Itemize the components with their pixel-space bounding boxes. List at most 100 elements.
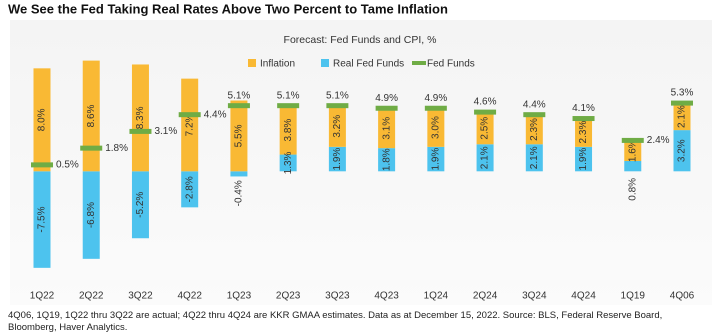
data-label: 5.1% <box>228 90 251 101</box>
data-label: -5.2% <box>135 192 146 218</box>
data-label: 2.1% <box>529 146 540 169</box>
bar <box>378 148 396 172</box>
data-label: 5.5% <box>234 124 245 147</box>
bar <box>33 68 51 172</box>
data-label: 2.3% <box>578 121 589 144</box>
plot-background <box>10 20 712 305</box>
bar <box>279 154 297 172</box>
bar <box>328 105 346 147</box>
x-tick-label: 1Q19 <box>621 291 646 302</box>
data-label: 4.6% <box>474 97 497 108</box>
marker <box>424 105 447 111</box>
data-label: -0.4% <box>234 180 245 206</box>
bar <box>427 108 445 147</box>
x-tick-label: 4Q06 <box>670 291 695 302</box>
x-tick-label: 2Q24 <box>473 291 498 302</box>
data-label: -7.5% <box>37 206 48 232</box>
marker <box>474 109 497 115</box>
data-label: 1.3% <box>283 151 294 174</box>
marker <box>227 103 250 109</box>
marker <box>326 103 349 109</box>
data-label: 4.4% <box>204 109 227 120</box>
x-tick-label: 4Q23 <box>374 291 399 302</box>
legend-swatch <box>321 59 329 67</box>
bar <box>131 64 149 172</box>
x-tick-label: 3Q23 <box>325 291 350 302</box>
data-label: 5.3% <box>671 88 694 99</box>
bar <box>575 117 593 147</box>
marker <box>671 100 693 106</box>
data-label: 3.2% <box>332 115 343 138</box>
data-label: 1.6% <box>627 139 638 162</box>
x-tick-label: 2Q22 <box>79 291 104 302</box>
data-label: 2.1% <box>677 105 688 128</box>
bar <box>525 114 543 145</box>
bar <box>673 130 691 172</box>
marker <box>277 103 300 109</box>
marker <box>80 145 103 151</box>
data-label: 0.8% <box>627 178 638 201</box>
footnote: 4Q06, 1Q19, 1Q22 thru 3Q22 are actual; 4… <box>8 310 663 333</box>
bar <box>673 103 691 131</box>
bar <box>82 60 100 172</box>
bar <box>378 108 396 149</box>
data-label: 1.8% <box>381 148 392 171</box>
bar <box>624 140 642 162</box>
marker <box>523 112 546 118</box>
bar <box>476 112 494 145</box>
legend-label: Fed Funds <box>427 59 475 70</box>
bar <box>575 146 593 172</box>
data-label: 4.1% <box>572 103 595 114</box>
x-tick-label: 1Q24 <box>424 291 449 302</box>
bar <box>328 146 346 172</box>
bar <box>624 161 642 172</box>
data-label: 2.1% <box>480 146 491 169</box>
data-label: 1.9% <box>430 148 441 171</box>
data-label: 7.2% <box>184 113 195 136</box>
bar <box>476 144 494 172</box>
x-tick-label: 4Q24 <box>571 291 596 302</box>
data-label: 0.5% <box>56 160 79 171</box>
data-label: 5.1% <box>326 90 349 101</box>
data-label: 1.9% <box>578 148 589 171</box>
chart-title: We See the Fed Taking Real Rates Above T… <box>8 1 448 16</box>
data-label: 2.3% <box>529 118 540 141</box>
data-label: 1.8% <box>105 143 128 154</box>
bar <box>131 171 149 239</box>
data-label: -6.8% <box>86 202 97 228</box>
bar <box>279 105 297 155</box>
bar <box>33 171 51 268</box>
data-label: 1.9% <box>332 148 343 171</box>
legend-label: Inflation <box>260 59 295 70</box>
data-label: 4.9% <box>375 93 398 104</box>
data-label: 4.9% <box>424 93 447 104</box>
marker <box>621 137 644 143</box>
marker <box>31 162 53 168</box>
marker <box>129 128 152 134</box>
data-label: 2.5% <box>480 117 491 140</box>
marker <box>572 116 595 122</box>
data-label: 3.0% <box>430 116 441 139</box>
marker <box>178 112 201 118</box>
bar <box>181 78 199 172</box>
x-tick-label: 1Q22 <box>30 291 55 302</box>
chart-subtitle: Forecast: Fed Funds and CPI, % <box>284 34 437 46</box>
data-label: 4.4% <box>523 99 546 110</box>
data-label: 8.0% <box>37 108 48 131</box>
bar <box>525 144 543 172</box>
marker <box>375 105 398 111</box>
data-label: 3.1% <box>154 126 177 137</box>
legend-label: Real Fed Funds <box>333 59 404 70</box>
data-label: 8.6% <box>86 104 97 127</box>
data-label: 5.1% <box>277 90 300 101</box>
bar <box>230 100 248 172</box>
data-label: 2.4% <box>647 135 670 146</box>
x-tick-label: 3Q22 <box>128 291 153 302</box>
legend-swatch <box>248 59 256 67</box>
x-tick-label: 1Q23 <box>227 291 252 302</box>
data-label: 3.8% <box>283 119 294 142</box>
chart: We See the Fed Taking Real Rates Above T… <box>8 1 712 305</box>
bar <box>230 171 248 177</box>
bar <box>82 171 100 259</box>
